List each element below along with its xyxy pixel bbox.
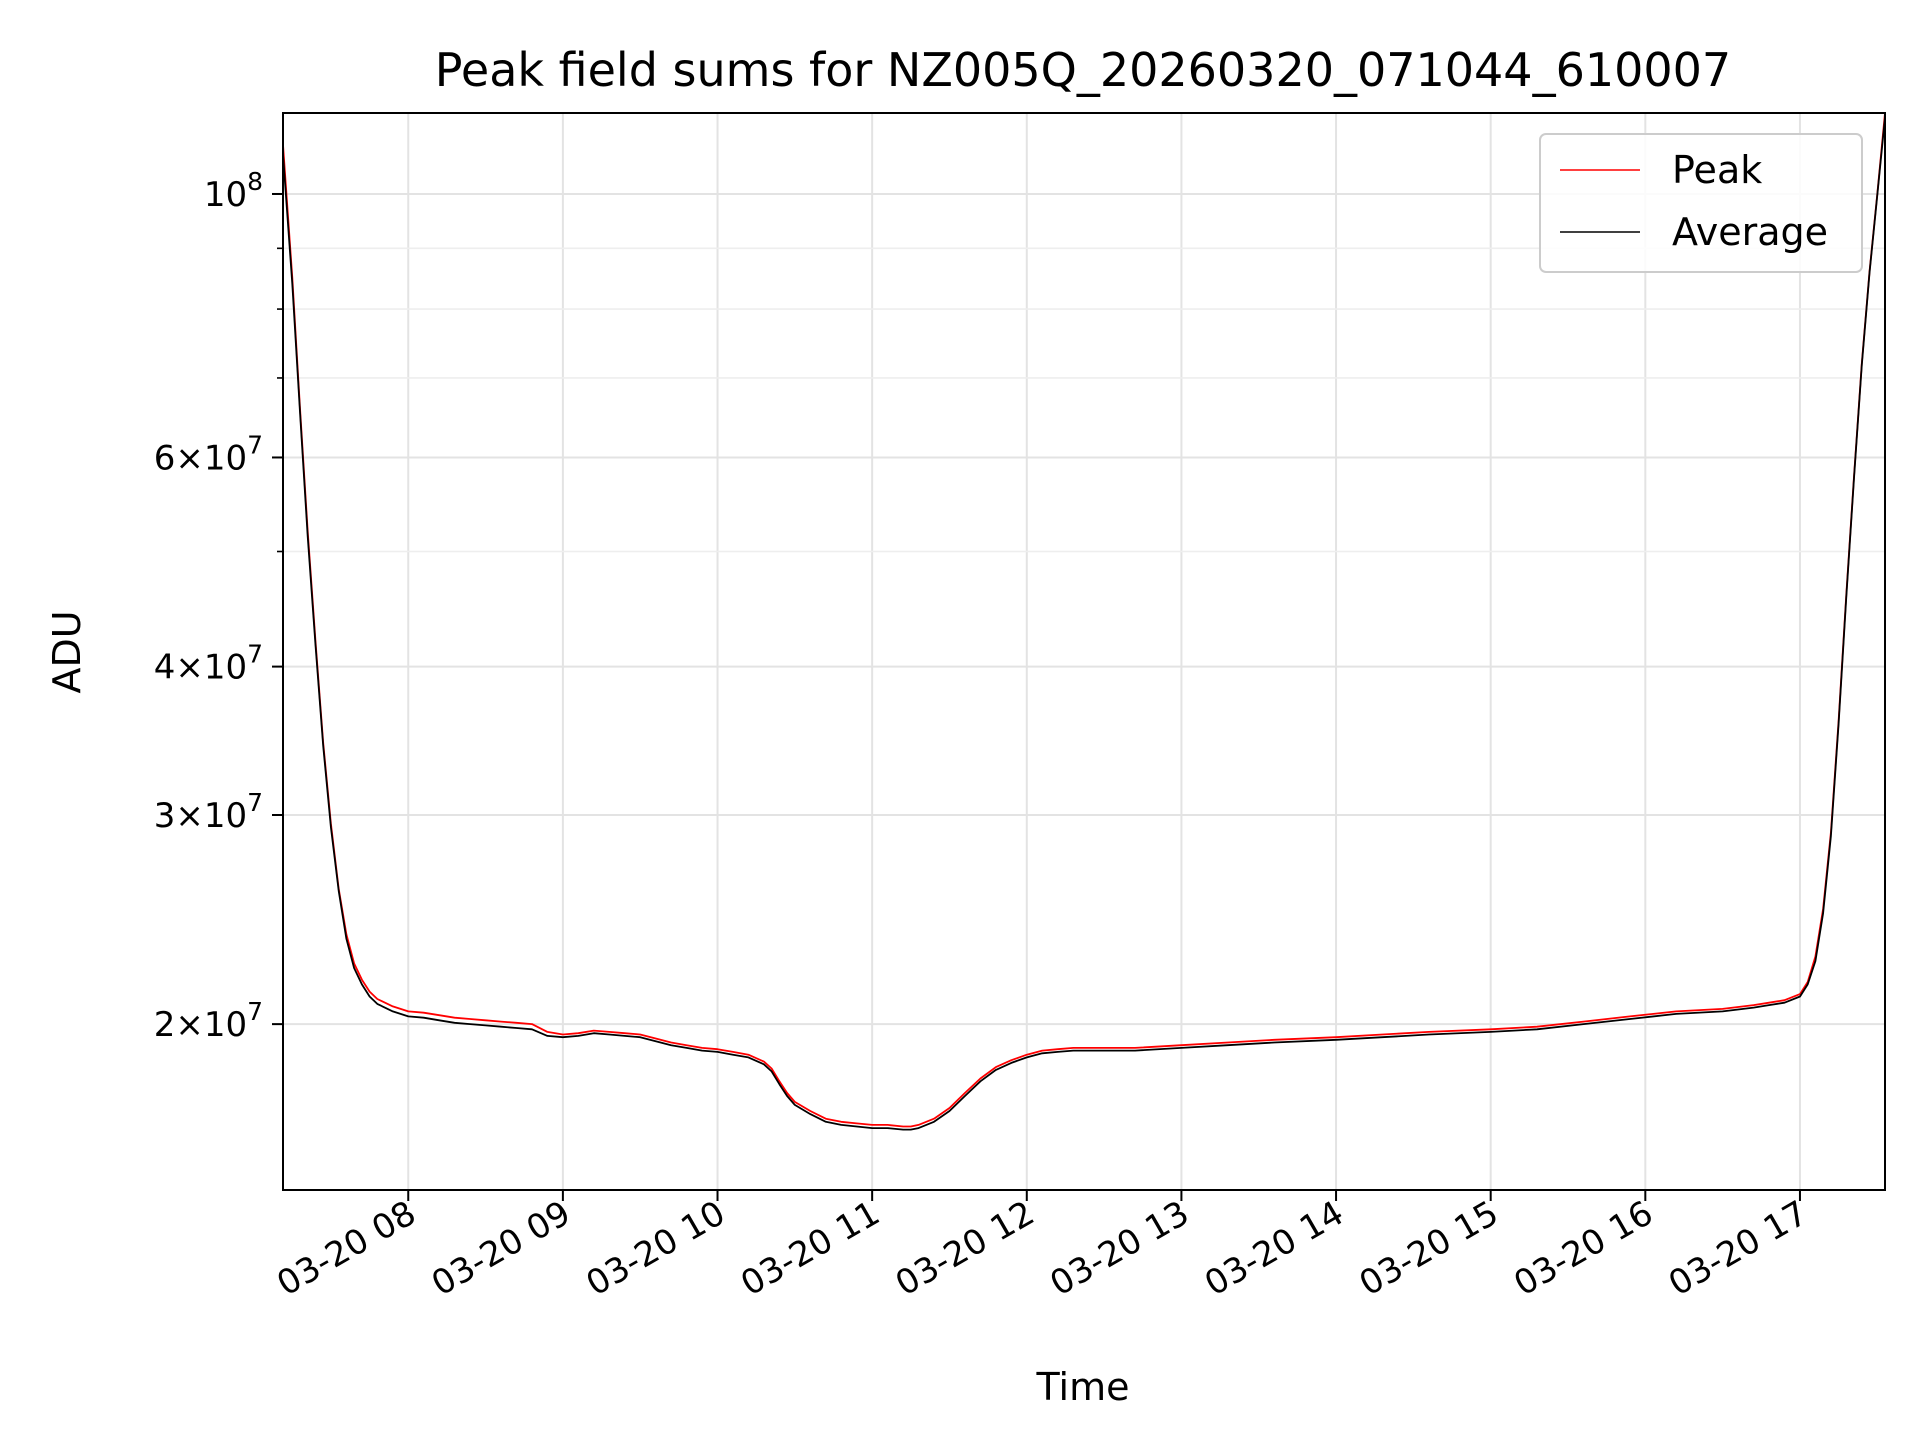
- y-axis-label: ADU: [45, 610, 89, 693]
- y-tick-label: 6×107: [154, 430, 263, 478]
- series-line-average: [282, 117, 1886, 1131]
- y-tick-label: 2×107: [154, 997, 263, 1045]
- y-axis-ticks: 2×107 3×107 4×107 6×107 108: [154, 167, 283, 1045]
- y-tick-label: 3×107: [154, 788, 263, 836]
- grid: [283, 113, 1885, 1190]
- legend-label-average: Average: [1672, 210, 1828, 254]
- y-tick-label: 108: [204, 167, 263, 215]
- plot-frame: [282, 112, 1886, 1191]
- y-tick-label: 4×107: [154, 640, 263, 688]
- legend: Peak Average: [1539, 133, 1863, 273]
- legend-box: [1539, 133, 1863, 273]
- series-lines: [282, 112, 1886, 1131]
- chart-title: Peak field sums for NZ005Q_20260320_0710…: [435, 43, 1731, 97]
- x-axis-label: Time: [1036, 1365, 1130, 1409]
- series-line-peak: [282, 112, 1886, 1128]
- legend-label-peak: Peak: [1672, 148, 1762, 192]
